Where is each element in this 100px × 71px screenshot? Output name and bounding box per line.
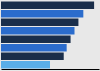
x-axis <box>2 69 100 70</box>
bar <box>1 44 67 51</box>
plot <box>1 2 100 70</box>
bar <box>1 19 78 26</box>
bar <box>1 61 50 68</box>
bar <box>1 27 75 34</box>
bar <box>1 2 94 9</box>
bar <box>1 53 64 60</box>
bar <box>1 10 83 17</box>
x-axis-line <box>2 69 100 70</box>
chart <box>0 0 100 71</box>
bar <box>1 36 71 43</box>
bars <box>1 2 94 69</box>
